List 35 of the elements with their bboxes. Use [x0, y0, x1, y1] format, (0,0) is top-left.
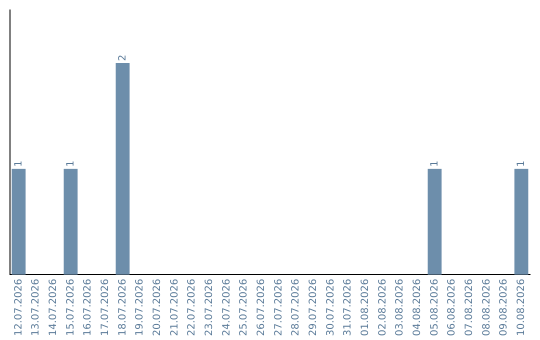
x-tick-label: 24.07.2026 [221, 278, 232, 336]
x-tick-label: 03.08.2026 [394, 278, 406, 336]
x-tick-label: 19.07.2026 [134, 278, 146, 336]
x-tick-label: 31.07.2026 [342, 278, 354, 336]
x-tick-label: 29.07.2026 [308, 278, 319, 336]
x-tick-label: 05.08.2026 [429, 278, 440, 336]
data-label: 1 [516, 160, 527, 167]
data-label: 1 [65, 160, 76, 167]
x-tick-label: 10.08.2026 [516, 278, 527, 336]
x-tick-label: 28.07.2026 [290, 278, 302, 336]
x-tick-label: 27.07.2026 [273, 278, 284, 336]
x-tick-label: 21.07.2026 [169, 278, 180, 336]
x-tick-label: 13.07.2026 [30, 278, 42, 336]
x-tick-label: 20.07.2026 [152, 278, 163, 336]
x-tick-label: 15.07.2026 [65, 278, 76, 336]
data-label: 1 [13, 160, 24, 167]
x-tick-label: 14.07.2026 [48, 278, 59, 336]
x-tick-label: 17.07.2026 [100, 278, 111, 336]
x-tick-label: 26.07.2026 [256, 278, 267, 336]
x-tick-label: 23.07.2026 [204, 278, 215, 336]
x-tick-label: 02.08.2026 [377, 278, 388, 336]
x-tick-label: 06.08.2026 [446, 278, 458, 336]
data-label: 2 [117, 54, 128, 61]
x-tick-label: 08.08.2026 [481, 278, 492, 336]
x-tick-label: 09.08.2026 [498, 278, 510, 336]
data-label: 1 [429, 160, 440, 167]
x-tick-label: 04.08.2026 [412, 278, 423, 336]
x-tick-label: 07.08.2026 [464, 278, 475, 336]
x-tick-label: 30.07.2026 [325, 278, 336, 336]
x-tick-label: 18.07.2026 [117, 278, 128, 336]
x-tick-label: 01.08.2026 [360, 278, 371, 336]
x-tick-label: 22.07.2026 [186, 278, 198, 336]
x-tick-label: 16.07.2026 [82, 278, 94, 336]
x-tick-label: 25.07.2026 [238, 278, 250, 336]
x-tick-label: 12.07.2026 [13, 278, 24, 336]
